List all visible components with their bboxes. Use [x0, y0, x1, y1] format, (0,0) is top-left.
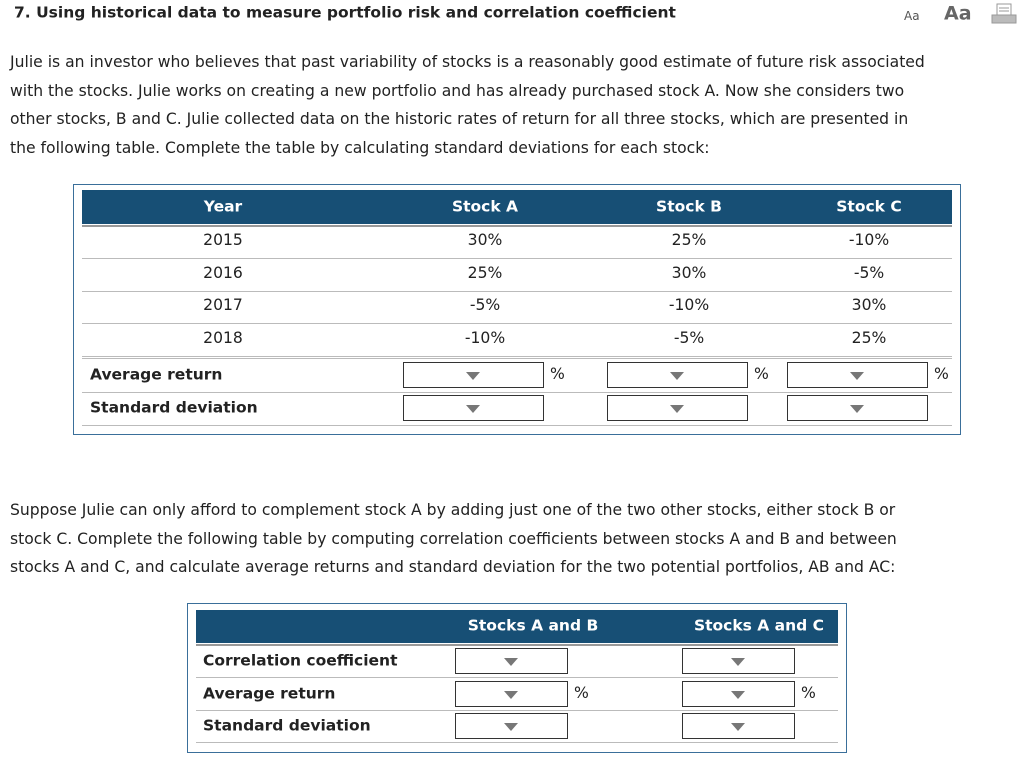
dropdown[interactable]: [607, 362, 748, 388]
table-frame: [73, 184, 961, 435]
row-label: Average return: [90, 365, 223, 384]
dropdown[interactable]: [607, 394, 748, 421]
font-small-button[interactable]: Aa: [904, 9, 920, 23]
row-line: [196, 644, 838, 646]
cell: -5%: [673, 328, 705, 347]
cell: -10%: [464, 328, 506, 347]
paragraph-line: stocks A and C, and calculate average re…: [10, 558, 896, 577]
column-header: Stock B: [656, 197, 722, 216]
row-line: [82, 323, 952, 324]
cell: 30%: [467, 231, 503, 250]
font-large-button[interactable]: Aa: [944, 2, 972, 25]
cell: 25%: [467, 263, 503, 282]
print-icon[interactable]: [990, 2, 1018, 26]
dropdown[interactable]: [682, 713, 795, 739]
row-line: [82, 225, 952, 227]
unit: %: [754, 365, 769, 384]
cell: 25%: [851, 328, 887, 347]
paragraph-line: Julie is an investor who believes that p…: [10, 53, 925, 72]
unit: %: [550, 365, 565, 384]
cell: -5%: [469, 296, 501, 315]
paragraph-line: with the stocks. Julie works on creating…: [10, 81, 905, 100]
row-line: [82, 358, 952, 359]
row-line: [82, 290, 952, 292]
row-line: [82, 424, 952, 426]
row-label: Standard deviation: [203, 716, 371, 735]
dropdown[interactable]: [682, 648, 795, 674]
row-line: [82, 258, 952, 259]
column-header: Stock C: [836, 197, 902, 216]
table-header: [196, 610, 838, 643]
dropdown[interactable]: [455, 680, 568, 707]
row-line: [82, 392, 952, 393]
row-line: [196, 742, 838, 743]
title: 7. Using historical data to measure port…: [14, 3, 676, 22]
dropdown[interactable]: [455, 713, 568, 739]
row-label: Correlation coefficient: [203, 651, 398, 670]
unit: %: [801, 683, 816, 702]
dropdown[interactable]: [455, 648, 568, 674]
cell: 30%: [851, 296, 887, 315]
column-header: Stock A: [451, 197, 519, 216]
cell: 25%: [671, 231, 707, 250]
paragraph-line: Suppose Julie can only afford to complem…: [10, 501, 896, 520]
cell: -10%: [848, 231, 890, 250]
cell: 30%: [671, 263, 707, 282]
cell: -10%: [668, 296, 710, 315]
row-label: Average return: [203, 683, 336, 702]
cell: 2016: [203, 263, 243, 282]
cell: 2017: [203, 296, 243, 315]
cell: 2018: [203, 328, 243, 347]
table-header: [82, 190, 952, 224]
row-line: [196, 677, 838, 678]
dropdown[interactable]: [787, 394, 928, 421]
table-frame: [187, 603, 847, 753]
unit: %: [934, 365, 949, 384]
row-line: [82, 355, 952, 357]
unit: %: [574, 683, 589, 702]
dropdown[interactable]: [682, 680, 795, 707]
paragraph-line: the following table. Complete the table …: [10, 138, 710, 157]
row-label: Standard deviation: [90, 397, 258, 416]
cell: 2015: [203, 231, 243, 250]
dropdown[interactable]: [787, 362, 928, 388]
paragraph-line: stock C. Complete the following table by…: [10, 529, 897, 548]
dropdown[interactable]: [403, 362, 544, 388]
paragraph-line: other stocks, B and C. Julie collected d…: [10, 110, 909, 129]
cell: -5%: [853, 263, 885, 282]
row-line: [196, 709, 838, 711]
column-header: Stocks A and B: [467, 616, 599, 635]
dropdown[interactable]: [403, 394, 544, 421]
column-header: Year: [203, 197, 243, 216]
column-header: Stocks A and C: [693, 616, 825, 635]
